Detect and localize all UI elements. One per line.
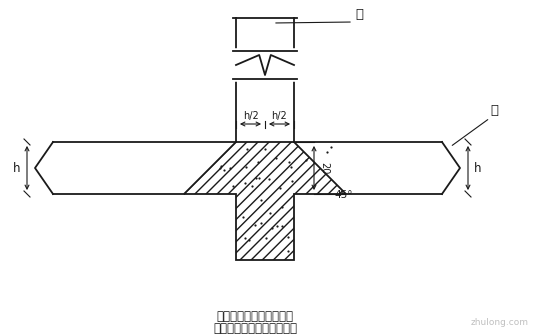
Text: 20: 20 [319, 162, 329, 174]
Text: 梁: 梁 [490, 104, 498, 117]
Text: zhulong.com: zhulong.com [471, 318, 529, 327]
Text: h/2: h/2 [242, 111, 258, 121]
Text: 棁、柱节点处不同等级混: 棁、柱节点处不同等级混 [217, 310, 293, 323]
Text: h: h [474, 162, 482, 174]
Text: h/2: h/2 [272, 111, 287, 121]
Text: 45°: 45° [334, 190, 352, 200]
Text: 凝土浇筑施工缝留置示意图: 凝土浇筑施工缝留置示意图 [213, 322, 297, 334]
Text: h: h [13, 162, 21, 174]
Polygon shape [184, 142, 346, 260]
Text: 柱: 柱 [355, 8, 363, 21]
